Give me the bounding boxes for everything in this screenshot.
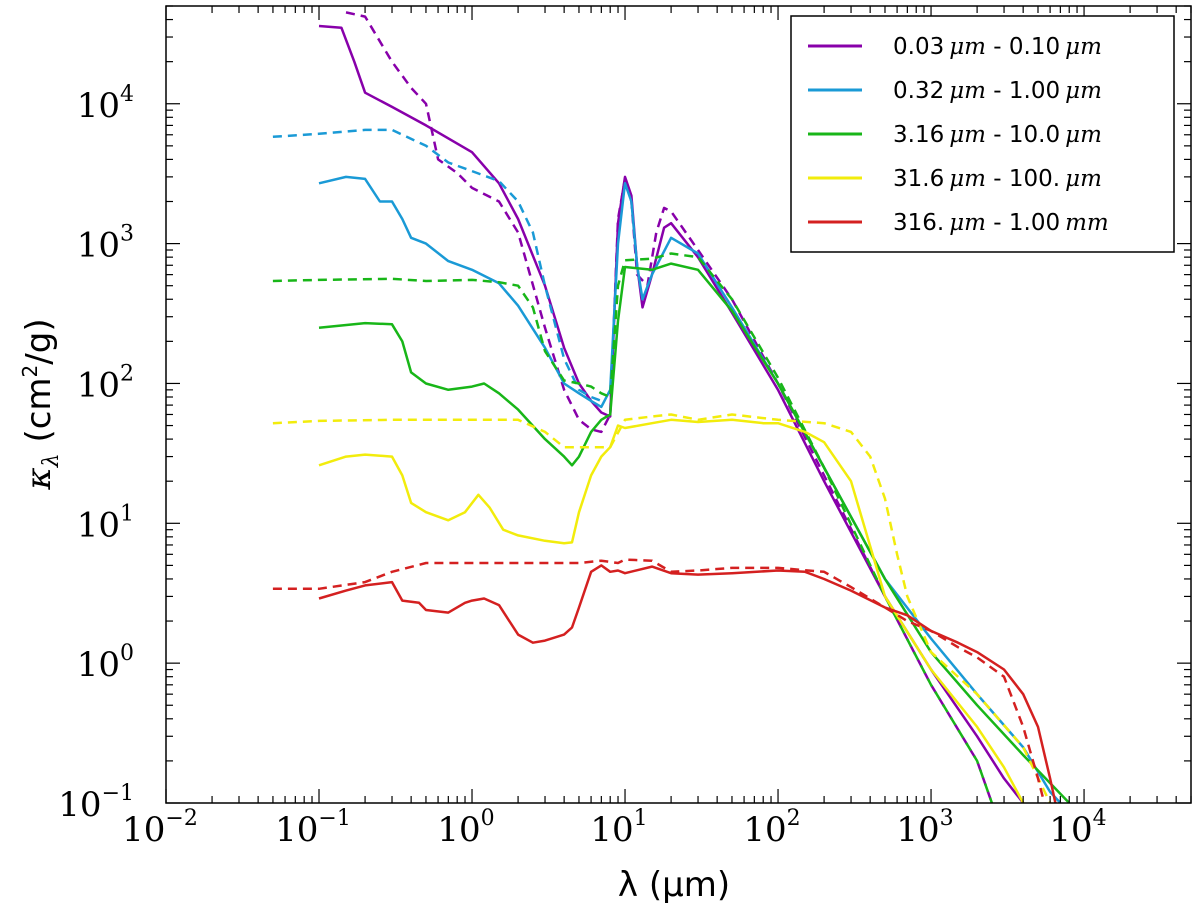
- series-3-solid-line: [318, 262, 1071, 803]
- x-axis-label: λ (μm): [618, 865, 730, 904]
- y-axis-label-units: (cm: [19, 377, 59, 453]
- series-2-dashed-line: [272, 128, 602, 403]
- x-tick-label: 102: [743, 806, 800, 850]
- y-axis-label-sup: 2: [18, 365, 42, 378]
- legend-label-1: 0.03 μm - 0.10 μm: [893, 34, 1102, 60]
- y-tick-label: 10−1: [58, 781, 134, 825]
- y-tick-label: 104: [77, 82, 134, 126]
- y-tick-label: 100: [77, 641, 134, 685]
- legend: 0.03 μm - 0.10 μm 0.32 μm - 1.00 μm 3.16 μm - 1…: [790, 15, 1175, 253]
- y-axis-label-kappa: κ: [19, 467, 59, 490]
- x-tick-label: 10−2: [122, 806, 198, 850]
- y-tick-label: 101: [77, 501, 134, 545]
- tick-layer: 10−2 10−1 100 101 102 103 10410−11001011021031…: [58, 5, 1192, 850]
- legend-label-2: 0.32 μm - 1.00 μm: [893, 78, 1102, 104]
- legend-label-5: 316. μm - 1.00 mm: [893, 210, 1109, 236]
- series-3-dashed-line: [272, 252, 994, 803]
- y-axis-label-sub: λ: [39, 453, 64, 468]
- series-5-dashed-line: [272, 558, 1046, 803]
- y-tick-label: 103: [77, 222, 134, 266]
- series-layer: [272, 11, 1071, 803]
- x-tick-label: 10−1: [275, 806, 351, 850]
- legend-label-3: 3.16 μm - 10.0 μm: [893, 122, 1102, 148]
- series-1-solid-line: [318, 24, 1025, 803]
- series-4-dashed-line: [272, 413, 1052, 803]
- series-2-solid-line: [318, 175, 1062, 803]
- x-tick-label: 101: [590, 806, 647, 850]
- y-axis-label: κλ (cm2/g): [18, 318, 64, 490]
- series-5-solid-line: [318, 564, 1057, 803]
- y-axis-label-units-end: /g): [19, 318, 59, 364]
- x-tick-label: 104: [1049, 806, 1106, 850]
- x-tick-label: 103: [896, 806, 953, 850]
- y-tick-label: 102: [77, 361, 134, 405]
- plot-frame: [165, 5, 1192, 804]
- x-tick-label: 100: [437, 806, 494, 850]
- series-4-solid-line: [318, 418, 1025, 803]
- legend-label-4: 31.6 μm - 100. μm: [893, 166, 1102, 192]
